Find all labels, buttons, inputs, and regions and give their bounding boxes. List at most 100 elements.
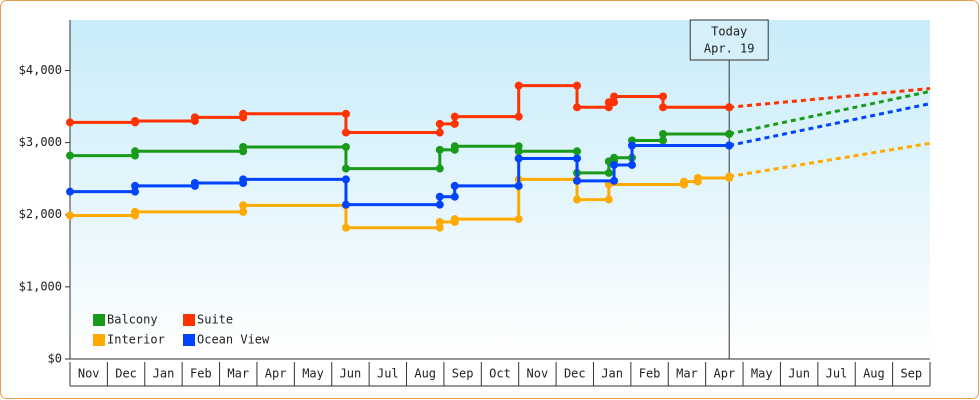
point — [725, 103, 734, 112]
point — [627, 160, 636, 169]
point — [239, 201, 248, 210]
x-tick-label: Jan — [153, 367, 175, 381]
point — [604, 168, 613, 177]
point — [131, 147, 140, 156]
point — [435, 223, 444, 232]
x-tick-label: May — [302, 367, 324, 381]
point — [573, 81, 582, 90]
point — [341, 142, 350, 151]
point — [514, 112, 523, 121]
projection-line — [729, 87, 931, 109]
point — [610, 98, 619, 107]
point — [514, 81, 523, 90]
point — [341, 164, 350, 173]
x-tick-label: Nov — [78, 367, 100, 381]
x-tick-label: Dec — [115, 367, 137, 381]
point — [610, 160, 619, 169]
point — [450, 192, 459, 201]
x-tick-label: Jan — [601, 367, 623, 381]
point — [239, 109, 248, 118]
point — [610, 153, 619, 162]
point — [514, 147, 523, 156]
point — [66, 187, 74, 196]
legend-label: Suite — [197, 313, 233, 327]
legend-swatch — [183, 314, 195, 326]
projection-line — [728, 102, 931, 147]
point — [659, 103, 668, 112]
point — [190, 179, 199, 188]
x-tick-label: Feb — [639, 367, 661, 381]
point — [341, 175, 350, 184]
point — [341, 200, 350, 209]
y-tick-label: $3,000 — [19, 135, 62, 149]
point — [239, 142, 248, 151]
legend-swatch — [93, 314, 105, 326]
projection-line — [728, 89, 931, 136]
legend-label: Interior — [107, 333, 165, 347]
x-tick-label: Sep — [900, 367, 922, 381]
point — [66, 151, 74, 160]
point — [659, 92, 668, 101]
x-tick-label: Apr — [714, 367, 736, 381]
point — [131, 207, 140, 216]
point — [450, 119, 459, 128]
point — [341, 223, 350, 232]
point — [610, 92, 619, 101]
point — [610, 176, 619, 185]
x-tick-label: Aug — [414, 367, 436, 381]
x-tick-label: Jul — [377, 367, 399, 381]
x-tick-label: Mar — [676, 367, 698, 381]
plot-area — [70, 20, 930, 359]
x-tick-label: May — [751, 367, 773, 381]
point — [679, 177, 688, 186]
x-tick-label: Jun — [340, 367, 362, 381]
legend-label: Balcony — [107, 313, 158, 327]
point — [573, 195, 582, 204]
point — [514, 181, 523, 190]
point — [341, 109, 350, 118]
point — [573, 147, 582, 156]
point — [435, 164, 444, 173]
point — [66, 211, 74, 220]
x-tick-label: Feb — [190, 367, 212, 381]
x-tick-label: Oct — [489, 367, 511, 381]
today-box — [689, 19, 769, 61]
point — [435, 192, 444, 201]
point — [725, 141, 734, 150]
legend-swatch — [183, 334, 195, 346]
point — [450, 142, 459, 151]
x-tick-label: Jul — [826, 367, 848, 381]
legend-swatch — [93, 334, 105, 346]
y-tick-label: $0 — [48, 352, 62, 366]
point — [131, 116, 140, 125]
point — [725, 129, 734, 138]
chart-layer: $0 $1,000 $2,000 $3,000 $4,000 Nov Dec Jan Feb Ma… — [19, 19, 931, 387]
point — [659, 136, 668, 145]
x-tick-label: Apr — [265, 367, 287, 381]
point — [435, 128, 444, 137]
point — [514, 215, 523, 224]
point — [627, 141, 636, 150]
point — [131, 181, 140, 190]
point — [435, 200, 444, 209]
point — [435, 145, 444, 154]
point — [514, 154, 523, 163]
point — [450, 181, 459, 190]
legend-label: Ocean View — [197, 333, 270, 347]
x-tick-label: Mar — [227, 367, 249, 381]
x-tick-label: Aug — [863, 367, 885, 381]
point — [435, 119, 444, 128]
y-tick-label: $1,000 — [19, 279, 62, 293]
point — [659, 129, 668, 138]
point — [239, 175, 248, 184]
y-tick-label: $4,000 — [19, 63, 62, 77]
point — [604, 195, 613, 204]
annotation-text: Apr. 19 — [704, 42, 755, 56]
x-tick-label: Dec — [564, 367, 586, 381]
point — [435, 217, 444, 226]
point — [341, 128, 350, 137]
x-axis-band — [70, 362, 930, 386]
projection-line — [728, 141, 931, 178]
point — [573, 103, 582, 112]
